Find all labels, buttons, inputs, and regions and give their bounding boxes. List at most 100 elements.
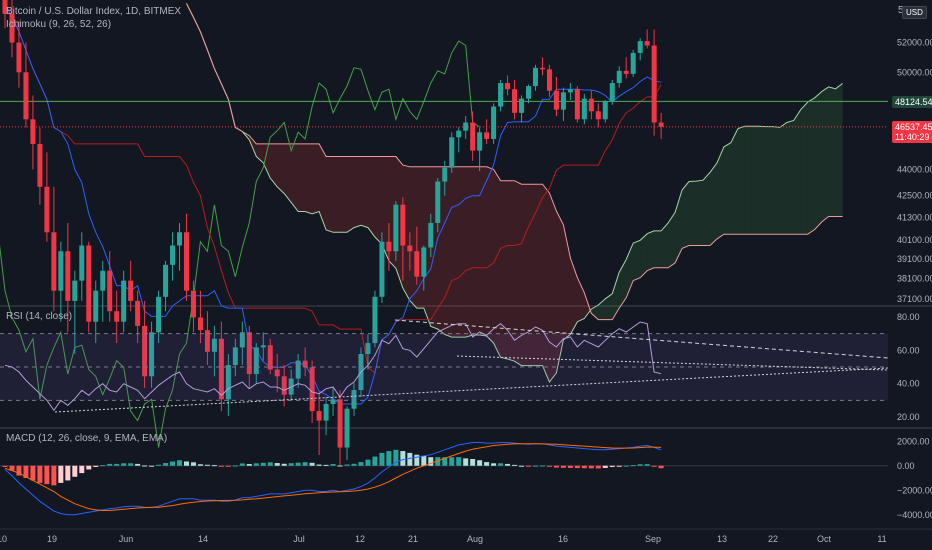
cloud-segment (479, 166, 487, 337)
macd-histogram-bar (344, 464, 350, 466)
candle-body (93, 290, 99, 322)
candle-body (644, 41, 650, 46)
macd-histogram-bar (553, 465, 559, 468)
cloud-segment (270, 143, 278, 187)
macd-histogram-bar (651, 465, 657, 467)
macd-histogram-bar (581, 465, 587, 469)
cloud-segment (772, 126, 780, 235)
candle-body (637, 41, 643, 53)
macd-histogram-bar (281, 463, 287, 466)
candle-body (553, 90, 559, 110)
cloud-segment (312, 143, 320, 214)
cloud-segment (835, 83, 843, 217)
date-tick-label: 22 (768, 534, 778, 544)
macd-histogram-bar (316, 464, 322, 466)
price-tick-label: 38100.00 (897, 274, 932, 284)
macd-histogram-bar (588, 465, 594, 469)
cloud-segment (367, 156, 375, 237)
cloud-segment (758, 126, 766, 235)
cloud-segment (647, 230, 655, 271)
candle-body (72, 280, 78, 301)
candle-body (595, 111, 601, 120)
candle-body (239, 332, 245, 348)
candle-body (539, 67, 545, 70)
price-tick-label: 37100.00 (897, 294, 932, 304)
macd-tick-label: 0.00 (897, 461, 915, 471)
macd-histogram-bar (65, 465, 71, 481)
cloud-segment (640, 233, 648, 278)
cloud-segment (793, 109, 801, 235)
date-tick-label: 11 (877, 534, 886, 544)
macd-histogram-bar (407, 452, 413, 466)
cloud-segment (416, 166, 424, 309)
price-tick-label: 50000.00 (897, 67, 932, 77)
candle-body (435, 181, 441, 223)
macd-histogram-bar (484, 462, 490, 466)
red-price-countdown: 11:40:29 (895, 132, 930, 142)
macd-histogram-bar (9, 465, 15, 471)
macd-histogram-bar (121, 463, 127, 466)
rsi-trendline (54, 367, 889, 413)
cloud-segment (765, 126, 773, 235)
candle-body (658, 122, 664, 127)
macd-histogram-bar (351, 463, 357, 466)
currency-button[interactable]: USD (902, 6, 927, 19)
candle-body (295, 360, 301, 379)
cloud-segment (730, 128, 738, 235)
candle-body (428, 222, 434, 248)
candle-body (581, 98, 587, 120)
candle-body (135, 300, 141, 326)
candle-body (23, 72, 29, 120)
macd-histogram-bar (616, 465, 622, 467)
cloud-segment (619, 259, 627, 309)
cloud-segment (514, 180, 522, 366)
macd-histogram-bar (519, 465, 525, 467)
macd-histogram-bar (400, 451, 406, 466)
candle-body (316, 411, 322, 421)
cloud-segment (326, 156, 334, 233)
cloud-segment (374, 156, 382, 245)
cloud-segment (256, 143, 264, 163)
macd-histogram-bar (498, 463, 504, 466)
macd-histogram-bar (93, 465, 99, 467)
cloud-segment (716, 146, 724, 239)
cloud-segment (291, 143, 299, 212)
candle-body (532, 67, 538, 87)
price-tick-label: 44000.00 (897, 164, 932, 174)
macd-histogram-bar (44, 465, 50, 485)
cloud-segment (703, 172, 710, 246)
macd-tick-label: −2000.00 (897, 485, 932, 495)
macd-histogram-bar (274, 463, 280, 466)
macd-histogram-bar (449, 457, 455, 466)
macd-tick-label: −4000.00 (897, 510, 932, 520)
rsi-tick-label: 20.00 (897, 412, 920, 422)
candle-body (463, 122, 469, 131)
candle-body (267, 345, 273, 370)
candle-body (526, 86, 531, 99)
macd-histogram-bar (267, 462, 273, 466)
cloud-segment (779, 122, 787, 235)
cloud-segment (709, 162, 717, 246)
candle-body (456, 130, 462, 138)
macd-histogram-bar (477, 460, 483, 466)
candle-body (365, 343, 371, 354)
macd-histogram-bar (546, 465, 552, 467)
candle-body (470, 122, 476, 151)
signal-line (4, 443, 662, 511)
candle-body (400, 204, 406, 246)
macd-histogram-bar (107, 463, 113, 466)
macd-histogram-bar (623, 465, 629, 467)
macd-histogram-bar (72, 465, 78, 477)
candle-body (128, 280, 134, 301)
cloud-segment (563, 224, 571, 340)
cloud-segment (458, 166, 466, 338)
candle-body (560, 92, 566, 110)
cloud-segment (500, 180, 508, 359)
candle-body (393, 204, 399, 252)
candle-body (253, 347, 259, 375)
candle-body (225, 365, 231, 400)
candle-body (149, 332, 155, 377)
cloud-segment (535, 184, 543, 366)
rsi-line (4, 321, 662, 412)
